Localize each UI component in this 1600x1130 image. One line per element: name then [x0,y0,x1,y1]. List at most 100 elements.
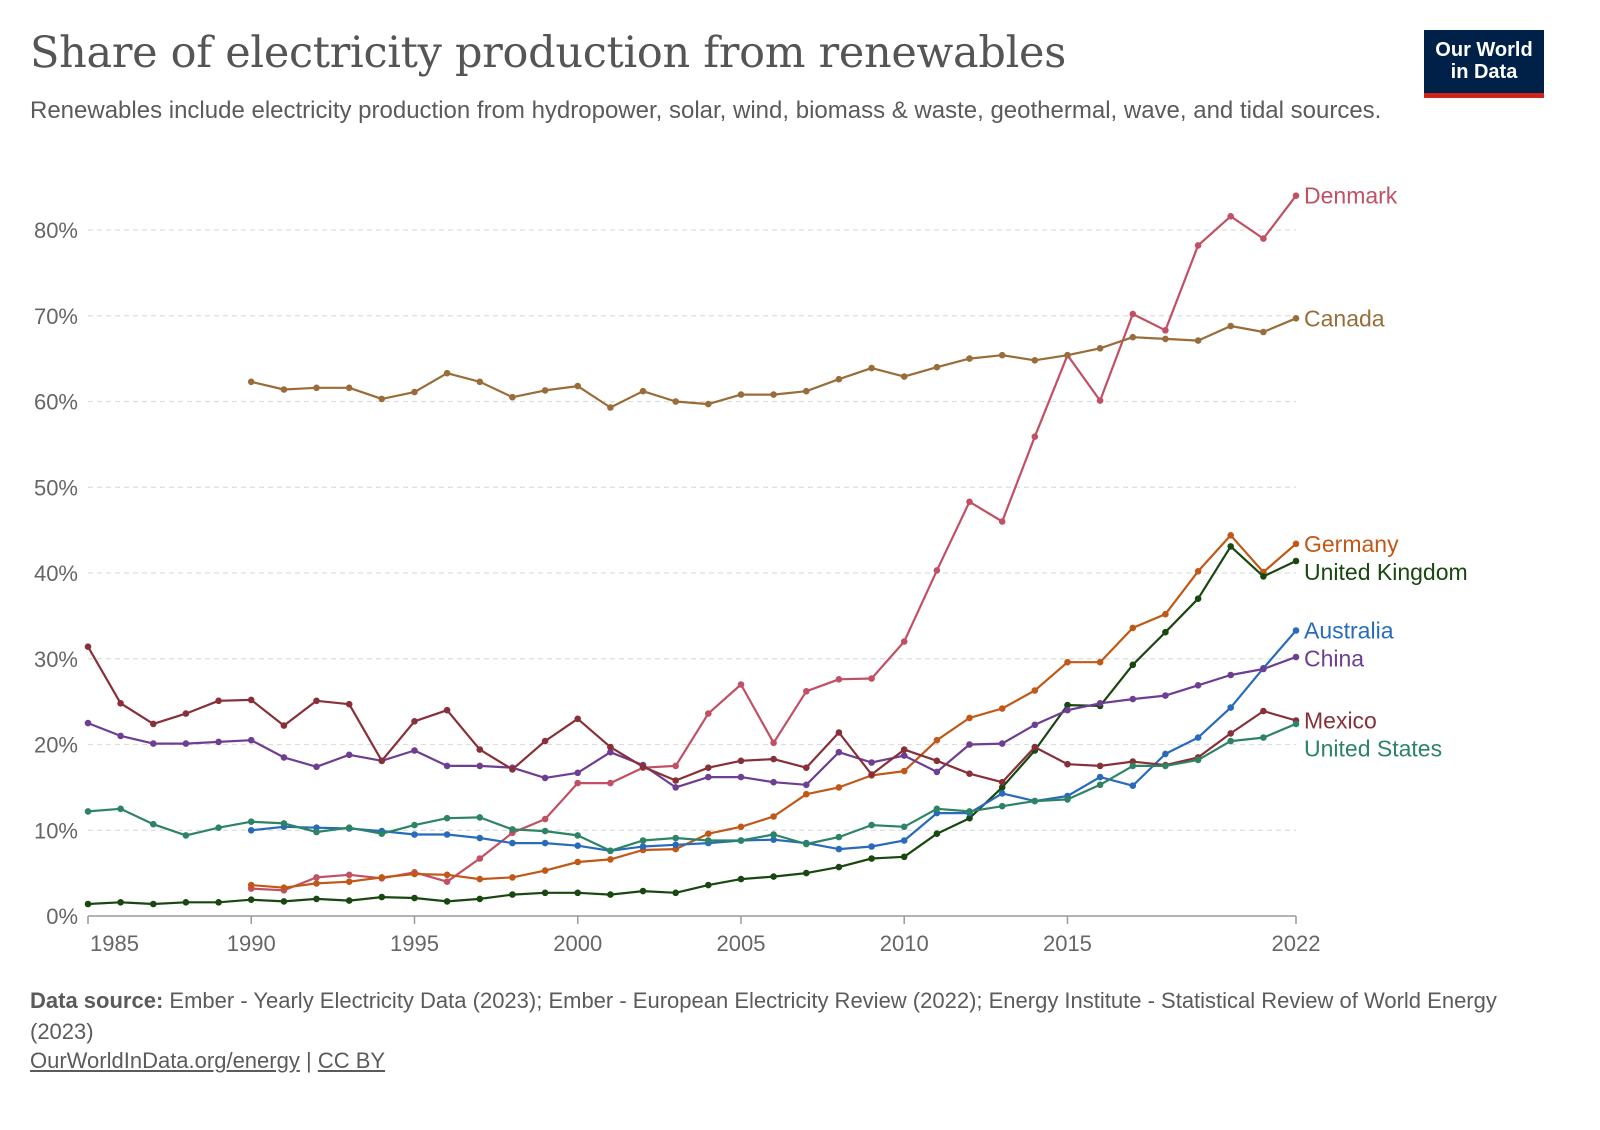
series-line-china [88,657,1296,787]
series-line-united-states [88,724,1296,851]
data-point-germany-2014 [1032,687,1039,694]
data-point-mexico-2008 [836,729,843,736]
data-point-canada-2014 [1032,357,1039,364]
data-point-germany-2012 [966,715,973,722]
data-point-canada-2006 [770,391,777,398]
data-point-china-2019 [1195,682,1202,689]
data-point-china-2015 [1064,707,1071,714]
data-point-united-states-2022 [1293,721,1300,728]
data-point-denmark-2001 [607,780,614,787]
data-point-mexico-1994 [379,758,386,765]
data-point-germany-2022 [1293,541,1300,548]
data-point-united-kingdom-1989 [215,899,222,906]
y-tick-label: 80% [34,218,78,243]
data-point-australia-2002 [640,843,647,850]
data-point-denmark-2014 [1032,433,1039,440]
data-point-united-states-2005 [738,837,745,844]
data-point-united-states-2002 [640,837,647,844]
data-point-denmark-2010 [901,638,908,645]
data-point-united-kingdom-2018 [1162,629,1169,636]
data-point-denmark-1993 [346,872,353,879]
data-point-united-states-2019 [1195,757,1202,764]
x-tick-label: 2010 [880,931,929,956]
data-point-germany-2007 [803,791,810,798]
data-point-canada-2001 [607,404,614,411]
data-point-china-2000 [574,770,581,777]
data-point-germany-2013 [999,705,1006,712]
data-point-mexico-2004 [705,764,712,771]
data-point-china-2010 [901,752,908,759]
data-point-united-kingdom-1987 [150,901,157,908]
data-point-mexico-2016 [1097,763,1104,770]
data-point-canada-2009 [868,365,875,372]
data-point-denmark-1996 [444,878,451,885]
data-point-china-2006 [770,779,777,786]
data-point-denmark-2000 [574,780,581,787]
data-point-united-kingdom-1990 [248,896,255,903]
x-tick-label: 2005 [716,931,765,956]
data-point-germany-2004 [705,830,712,837]
data-point-united-states-2012 [966,808,973,815]
data-point-mexico-2021 [1260,708,1267,715]
series-canada [248,315,1299,411]
data-point-australia-2018 [1162,751,1169,758]
footer-separator: | [306,1048,312,1073]
data-point-mexico-1985 [85,643,92,650]
series-united-kingdom [85,543,1300,907]
data-point-denmark-1999 [542,816,549,823]
data-point-china-1993 [346,752,353,759]
data-point-canada-2010 [901,373,908,380]
data-point-china-2017 [1130,696,1137,703]
data-point-united-states-2009 [868,822,875,829]
data-point-mexico-2006 [770,756,777,763]
data-point-mexico-1995 [411,718,418,725]
data-point-canada-1990 [248,379,255,386]
data-point-canada-2015 [1064,352,1071,359]
data-point-china-2004 [705,774,712,781]
data-point-united-states-2006 [770,831,777,838]
data-point-united-kingdom-2021 [1260,573,1267,580]
owid-energy-link[interactable]: OurWorldInData.org/energy [30,1048,300,1073]
data-point-united-kingdom-1991 [281,898,288,905]
data-point-australia-1998 [509,840,516,847]
data-point-china-1986 [117,733,124,740]
data-point-united-kingdom-2008 [836,864,843,871]
series-line-mexico [88,647,1296,783]
data-point-united-kingdom-1996 [444,898,451,905]
x-tick-label: 1985 [90,931,139,956]
data-point-united-states-1989 [215,824,222,831]
data-point-germany-2010 [901,768,908,775]
data-point-denmark-2008 [836,676,843,683]
data-point-united-kingdom-1994 [379,894,386,901]
data-point-germany-2006 [770,813,777,820]
data-point-united-kingdom-2011 [934,830,941,837]
data-point-united-kingdom-2006 [770,873,777,880]
data-point-germany-1992 [313,880,320,887]
license-link[interactable]: CC BY [318,1048,385,1073]
data-point-mexico-2005 [738,758,745,765]
data-point-canada-2022 [1293,315,1300,322]
data-point-united-states-1992 [313,829,320,836]
data-point-china-2013 [999,740,1006,747]
data-point-denmark-2022 [1293,192,1300,199]
series-label-australia: Australia [1304,617,1394,643]
data-point-mexico-2012 [966,770,973,777]
data-point-denmark-2006 [770,740,777,747]
y-tick-label: 50% [34,475,78,500]
data-point-canada-2016 [1097,345,1104,352]
data-point-canada-1998 [509,394,516,401]
data-point-united-kingdom-1986 [117,899,124,906]
data-point-australia-2013 [999,790,1006,797]
data-point-united-kingdom-1997 [477,896,484,903]
data-point-mexico-2014 [1032,744,1039,751]
data-point-united-states-2020 [1227,738,1234,745]
data-point-germany-2008 [836,784,843,791]
data-point-china-1991 [281,754,288,761]
data-point-australia-1995 [411,831,418,838]
data-point-china-2005 [738,774,745,781]
data-point-germany-1999 [542,867,549,874]
data-point-mexico-1989 [215,698,222,705]
data-point-canada-2011 [934,364,941,371]
data-point-mexico-1987 [150,721,157,728]
